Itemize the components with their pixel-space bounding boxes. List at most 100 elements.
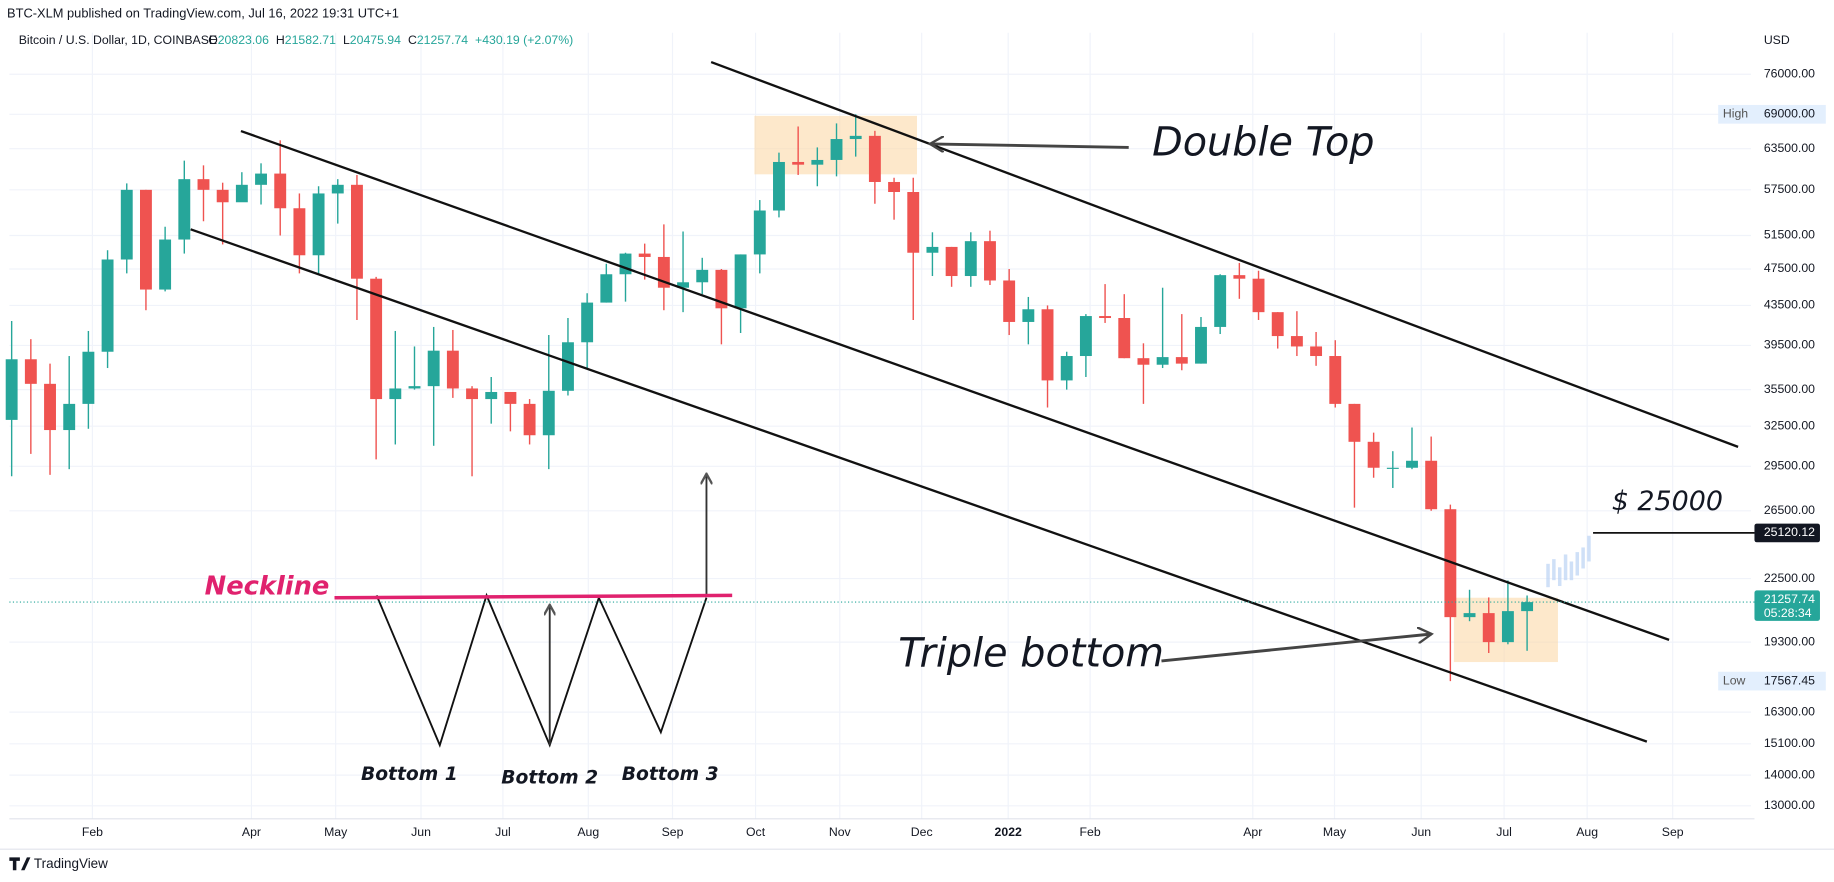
x-tick-label: Sep: [1662, 825, 1684, 839]
candle-body: [1425, 460, 1438, 510]
y-tick-label: 35500.00: [1764, 382, 1815, 396]
grid: [9, 32, 1751, 819]
last-price-box: [1754, 590, 1820, 621]
ohlc-key: O: [208, 33, 218, 47]
candle-body: [5, 359, 18, 420]
candle-body: [427, 350, 440, 387]
x-tick-label: Oct: [746, 825, 766, 839]
candle-body: [159, 239, 172, 290]
y-tick-label: 57500.00: [1764, 182, 1815, 196]
target-box: [1754, 523, 1820, 543]
candle-body: [1367, 441, 1380, 468]
candle-body: [1348, 403, 1361, 442]
arrow: [1161, 634, 1431, 663]
y-tick-label: 19300.00: [1764, 634, 1815, 648]
marker-label: 17567.45: [1764, 673, 1815, 687]
candle-body: [542, 390, 555, 436]
x-tick-label: Sep: [662, 825, 684, 839]
ohlc-key: L: [343, 33, 350, 47]
candle-body: [1022, 309, 1035, 322]
y-tick-label: 22500.00: [1764, 571, 1815, 585]
candle-body: [753, 210, 766, 255]
x-tick-label: Nov: [829, 825, 852, 839]
candle-body: [178, 179, 191, 240]
candle-body: [1003, 280, 1016, 322]
candle-body: [1482, 613, 1495, 643]
candle-body: [24, 359, 37, 384]
candle-body: [523, 403, 536, 436]
y-tick-label: 76000.00: [1764, 67, 1815, 81]
y-tick-label: 47500.00: [1764, 261, 1815, 275]
x-tick-label: Feb: [82, 825, 103, 839]
x-tick-label: Dec: [911, 825, 933, 839]
x-tick-label: Jun: [1411, 825, 1431, 839]
x-tick-label: 2022: [995, 825, 1022, 839]
y-tick-label: 15100.00: [1764, 736, 1815, 750]
candle-body: [1195, 326, 1207, 364]
x-tick-label: Feb: [1080, 825, 1101, 839]
neckline: [334, 593, 733, 600]
candle-body: [466, 388, 478, 400]
candle-body: [351, 184, 363, 279]
candle-body: [101, 259, 114, 352]
candle-body: [811, 159, 824, 165]
candle-body: [1386, 467, 1399, 469]
y-tick-label: 32500.00: [1764, 418, 1815, 432]
candle-body: [139, 189, 152, 290]
x-tick-label: May: [324, 825, 348, 839]
candle-body: [312, 193, 325, 256]
candle-body: [1175, 357, 1188, 364]
logo: [9, 857, 31, 871]
bottom-label: Bottom 1: [361, 764, 458, 785]
candle-body: [792, 161, 805, 165]
x-tick-label: Jul: [1496, 825, 1512, 839]
candles: [5, 114, 1534, 682]
candle-body: [1329, 356, 1342, 404]
candle-body: [1060, 356, 1073, 381]
candle-body: [849, 135, 862, 140]
candle-body: [446, 350, 459, 389]
projection: [1546, 535, 1591, 588]
candle-body: [773, 161, 785, 211]
last-price-label: 21257.74: [1764, 592, 1815, 606]
candle-body: [1137, 358, 1150, 365]
ohlc-legend: O20823.06 H21582.71 L20475.94 C21257.74 +430…: [208, 33, 573, 47]
candle-body: [868, 135, 881, 182]
marker-label: 69000.00: [1764, 107, 1815, 121]
candle-body: [44, 383, 56, 431]
y-tick-label: 16300.00: [1764, 704, 1815, 718]
target-annotation: $ 25000: [1612, 486, 1723, 517]
candle-body: [1444, 509, 1457, 618]
y-tick-label: 43500.00: [1764, 298, 1815, 312]
marker-box: [1718, 671, 1826, 691]
change: +430.19 (+2.07%): [475, 33, 573, 47]
candle-body: [1271, 312, 1284, 337]
footer-brand: TradingView: [34, 856, 108, 871]
x-tick-label: May: [1323, 825, 1347, 839]
target-label: 25120.12: [1764, 525, 1815, 539]
candle-body: [984, 241, 996, 281]
ohlc-value: 20823.06: [218, 33, 269, 47]
candle-body: [216, 189, 229, 203]
candle-body: [581, 302, 594, 343]
candle-body: [657, 256, 670, 288]
candle-body: [331, 184, 344, 194]
candle-body: [1214, 275, 1227, 327]
candle-body: [1099, 316, 1112, 319]
marker-name: High: [1723, 107, 1748, 121]
candle-body: [964, 241, 977, 277]
y-tick-label: 63500.00: [1764, 141, 1815, 155]
candle-body: [1252, 278, 1265, 313]
candle-body: [370, 278, 383, 400]
y-tick-label: 29500.00: [1764, 459, 1815, 473]
x-tick-label: Apr: [1243, 825, 1262, 839]
ohlc-key: C: [408, 33, 417, 47]
candle-body: [1233, 275, 1246, 279]
channel-lines: [190, 60, 1739, 743]
candle-body: [1290, 336, 1303, 347]
published: BTC-XLM published on TradingView.com, Ju…: [7, 5, 399, 20]
bottom-label: Bottom 2: [501, 767, 598, 788]
y-tick-label: 51500.00: [1764, 228, 1815, 242]
neckline-label: Neckline: [205, 572, 330, 602]
